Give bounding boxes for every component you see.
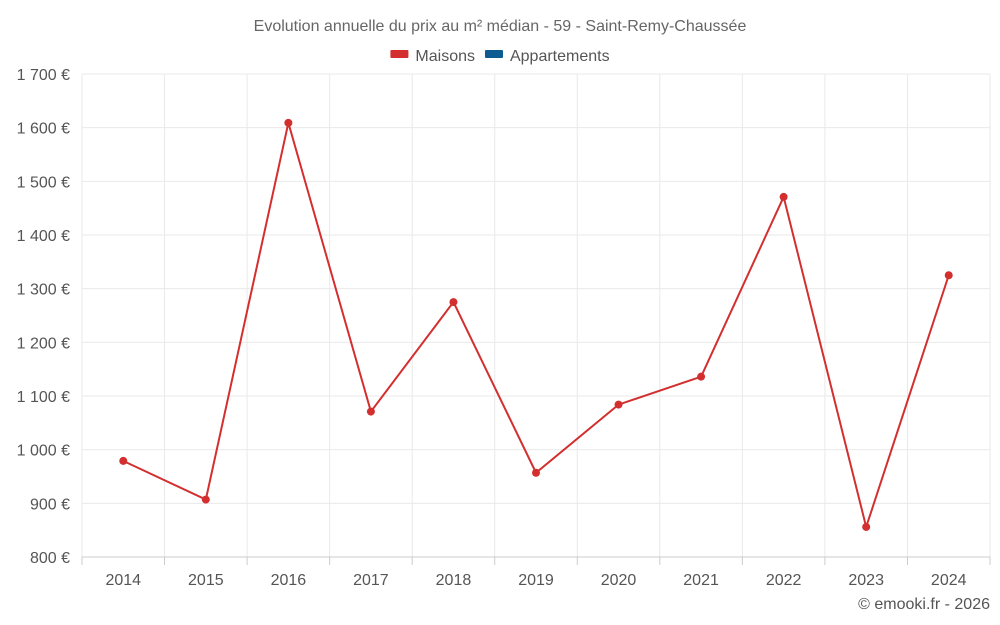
data-point[interactable] [119, 456, 128, 465]
data-point[interactable] [697, 372, 706, 381]
x-tick-label: 2020 [601, 572, 637, 589]
x-tick-label: 2015 [188, 572, 224, 589]
x-tick-label: 2021 [683, 572, 719, 589]
x-tick-label: 2023 [848, 572, 884, 589]
x-tick-label: 2022 [766, 572, 802, 589]
data-point[interactable] [862, 522, 871, 531]
legend-swatch [390, 50, 409, 58]
legend: Maisons Appartements [390, 48, 610, 65]
credit-text: © emooki.fr - 2026 [858, 596, 990, 613]
data-point[interactable] [201, 495, 210, 504]
data-point[interactable] [614, 400, 623, 409]
legend-item-maisons[interactable]: Maisons [390, 48, 475, 65]
data-point[interactable] [532, 468, 540, 477]
x-tick-label: 2017 [353, 572, 389, 589]
data-point[interactable] [779, 192, 788, 201]
y-tick-label: 1 000 € [17, 443, 70, 460]
axes: 800 € 900 € 1 000 € 1 100 € 1 200 € 1 300 € 1 … [17, 67, 991, 589]
y-tick-label: 1 700 € [17, 67, 70, 84]
y-tick-label: 1 200 € [17, 335, 70, 352]
data-point[interactable] [284, 118, 293, 127]
y-tick-label: 1 400 € [17, 228, 70, 245]
legend-swatch [484, 50, 503, 58]
legend-item-appartements[interactable]: Appartements [484, 48, 610, 65]
y-tick-label: 1 500 € [17, 174, 70, 191]
y-tick-label: 1 300 € [17, 282, 70, 299]
y-tick-label: 800 € [30, 550, 70, 567]
y-tick-label: 1 600 € [17, 121, 70, 138]
x-tick-label: 2016 [271, 572, 307, 589]
x-tick-label: 2014 [105, 572, 141, 589]
x-tick-label: 2019 [518, 572, 554, 589]
series-layer [119, 118, 953, 531]
data-point[interactable] [449, 298, 458, 307]
legend-label: Appartements [510, 48, 610, 65]
grid [81, 73, 991, 558]
x-tick-label: 2024 [931, 572, 967, 589]
chart-title: Evolution annuelle du prix au m² médian … [254, 18, 747, 35]
y-tick-label: 900 € [30, 496, 70, 513]
data-point[interactable] [366, 407, 375, 416]
x-tick-label: 2018 [436, 572, 472, 589]
legend-label: Maisons [415, 48, 475, 65]
data-point[interactable] [944, 271, 953, 280]
y-tick-label: 1 100 € [17, 389, 70, 406]
